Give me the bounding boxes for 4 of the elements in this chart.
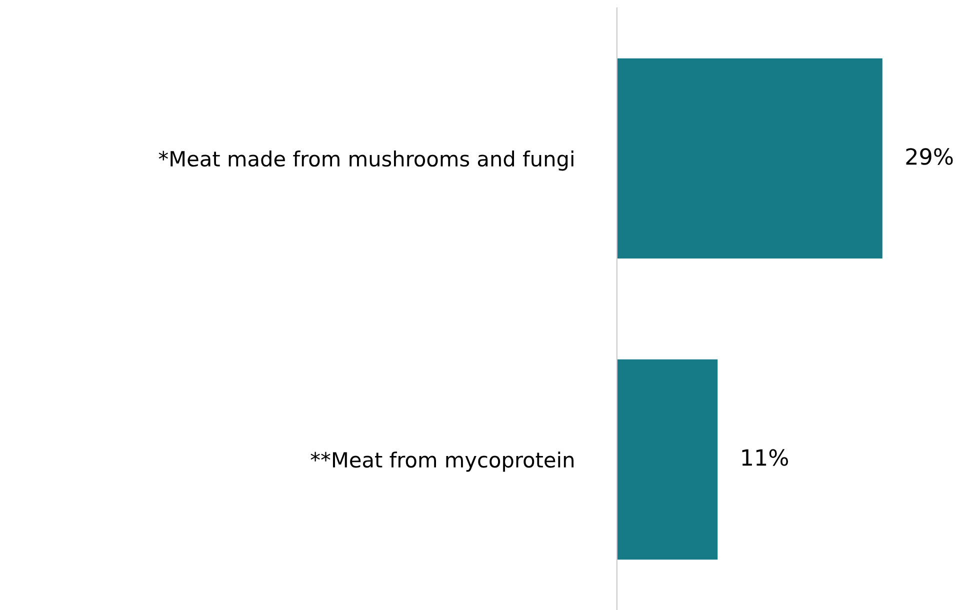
y-tick-label: *Meat made from mushrooms and fungi <box>158 150 574 171</box>
data-label: 29% <box>906 148 953 165</box>
y-tick-label: **Meat from mycoprotein <box>310 452 574 472</box>
data-label: 11% <box>742 449 788 466</box>
